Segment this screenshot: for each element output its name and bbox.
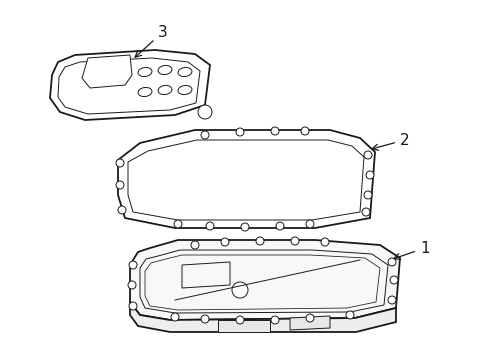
Circle shape xyxy=(301,127,308,135)
Circle shape xyxy=(305,314,313,322)
Circle shape xyxy=(198,105,212,119)
Circle shape xyxy=(231,282,247,298)
Circle shape xyxy=(236,316,244,324)
Circle shape xyxy=(363,151,371,159)
Ellipse shape xyxy=(138,87,152,96)
Polygon shape xyxy=(50,50,209,120)
Circle shape xyxy=(116,159,124,167)
Polygon shape xyxy=(130,302,395,332)
Circle shape xyxy=(387,296,395,304)
Circle shape xyxy=(270,316,279,324)
Circle shape xyxy=(275,222,284,230)
Circle shape xyxy=(256,237,264,245)
Circle shape xyxy=(201,315,208,323)
Ellipse shape xyxy=(158,85,172,95)
Circle shape xyxy=(171,313,179,321)
Circle shape xyxy=(241,223,248,231)
Polygon shape xyxy=(118,130,374,228)
Polygon shape xyxy=(82,55,132,88)
Circle shape xyxy=(363,191,371,199)
Circle shape xyxy=(236,128,244,136)
Polygon shape xyxy=(130,240,399,320)
Circle shape xyxy=(305,220,313,228)
Circle shape xyxy=(320,238,328,246)
Circle shape xyxy=(361,208,369,216)
Circle shape xyxy=(205,222,214,230)
Ellipse shape xyxy=(178,67,192,77)
Circle shape xyxy=(221,238,228,246)
Circle shape xyxy=(191,241,199,249)
Circle shape xyxy=(129,261,137,269)
Ellipse shape xyxy=(158,66,172,75)
Circle shape xyxy=(290,237,298,245)
Circle shape xyxy=(201,131,208,139)
Circle shape xyxy=(116,181,124,189)
Circle shape xyxy=(387,258,395,266)
Text: 2: 2 xyxy=(371,132,409,150)
Circle shape xyxy=(128,281,136,289)
Ellipse shape xyxy=(178,85,192,95)
Circle shape xyxy=(118,206,126,214)
Text: 3: 3 xyxy=(135,24,167,57)
Circle shape xyxy=(365,171,373,179)
Circle shape xyxy=(389,276,397,284)
Text: 1: 1 xyxy=(393,240,429,260)
Circle shape xyxy=(129,302,137,310)
Polygon shape xyxy=(218,320,269,332)
Circle shape xyxy=(346,311,353,319)
Ellipse shape xyxy=(138,67,152,77)
Circle shape xyxy=(270,127,279,135)
Polygon shape xyxy=(289,316,329,330)
Circle shape xyxy=(174,220,182,228)
